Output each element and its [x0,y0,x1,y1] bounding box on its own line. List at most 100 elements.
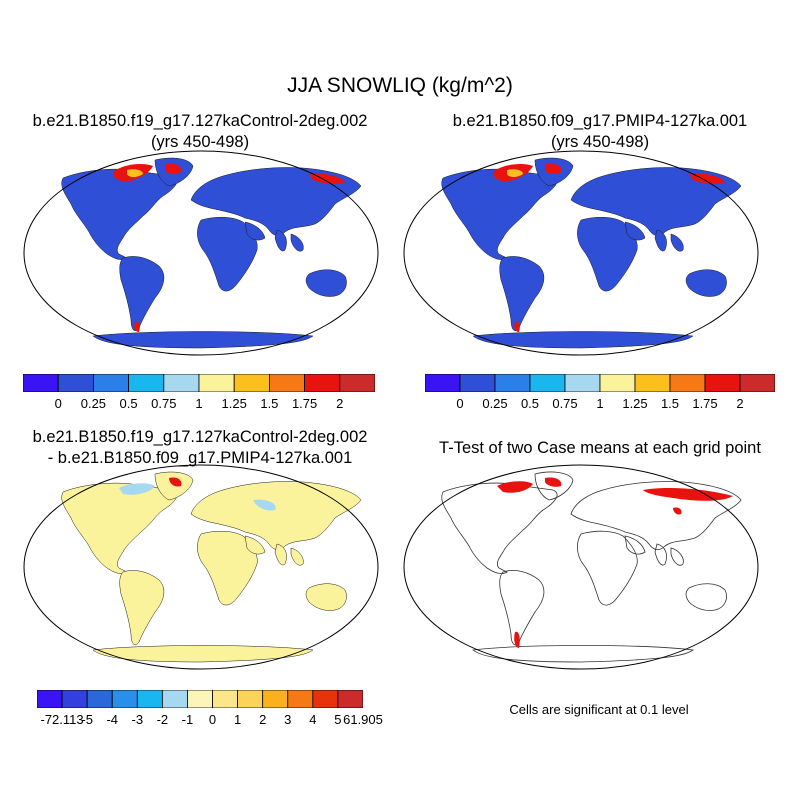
landmass-se-asia [670,233,684,252]
colorbar-means-right-swatch [459,374,496,392]
panel-2-title: b.e21.B1850.f09_g17.PMIP4-127ka.001 (yrs… [400,111,800,153]
landmass-arabia [624,535,646,555]
snow-mid-arctic-canada [507,169,523,177]
landmass-south-america [499,256,545,331]
colorbar-difference-tick-label: 2 [259,712,267,727]
colorbar-difference-tick-label: 5 [334,712,342,727]
landmass-africa [197,531,258,606]
landmass-antarctica [92,331,314,349]
colorbar-difference-tick-label: -1 [181,712,194,727]
colorbar-means-left-swatch [128,374,165,392]
colorbar-means-left-tick-label: 1.25 [221,396,247,411]
colorbar-means-left-labels: 0 0.25 0.5 0.75 1 1.25 1.5 1.75 2 [23,396,375,414]
landmass-antarctica [472,645,695,663]
colorbar-means-left-tick-label: 1.5 [260,396,279,411]
colorbar-means-right-swatch [425,374,461,392]
landmass-africa [197,217,258,292]
colorbar-difference-swatch [237,690,264,708]
colorbar-difference-swatch [136,690,163,708]
colorbar-means-right [425,374,775,392]
colorbar-difference-swatch [111,690,138,708]
panel-1-title: b.e21.B1850.f19_g17.127kaControl-2deg.00… [0,111,400,153]
colorbar-means-left-tick-label: 1 [195,396,203,411]
colorbar-difference-swatch [287,690,314,708]
colorbar-difference-swatch [161,690,188,708]
significant-arctic-canada [497,481,533,493]
panel-2-title-line2: (yrs 450-498) [550,133,650,151]
landmass-arabia [244,535,266,555]
map-panel-control [23,150,379,356]
colorbar-means-left-tick-label: 0 [54,396,62,411]
colorbar-difference-tick-label: -4 [106,712,118,727]
map-frame [403,464,759,670]
landmass-north-america [441,482,558,575]
figure-title: JJA SNOWLIQ (kg/m^2) [287,74,513,97]
panel-3-title-line1: b.e21.B1850.f19_g17.127kaControl-2deg.00… [32,428,368,446]
colorbar-means-left-swatch [23,374,59,392]
landmass-india [274,229,287,252]
panel-4-title: T-Test of two Case means at each grid po… [400,438,800,459]
snow-mid-arctic-canada [127,169,143,177]
colorbar-means-right-swatch [599,374,636,392]
landmass-south-america [119,570,165,645]
colorbar-difference-tick-label: -5 [81,712,93,727]
colorbar-difference-tick-label: 0 [208,712,217,727]
diff-negative-siberia [253,499,276,511]
map-panel-difference [23,464,379,670]
landmass-australia [685,583,727,611]
landmass-africa [577,217,638,292]
colorbar-means-right-tick-label: 1.75 [692,396,718,411]
landmass-south-america [499,570,545,646]
colorbar-means-left-swatch [304,374,341,392]
colorbar-means-left-tick-label: 0.5 [119,396,138,411]
landmass-india [654,229,667,252]
map-frame [403,150,759,356]
colorbar-means-right-tick-label: 0 [456,396,464,411]
colorbar-difference-tick-label: -72.113 [40,712,84,727]
landmass-se-asia [290,233,304,252]
landmass-north-america [441,168,558,260]
colorbar-means-left [23,374,375,392]
landmass-eurasia [190,167,362,236]
colorbar-means-left-tick-label: 2 [336,396,344,411]
colorbar-difference-tick-label: -3 [131,712,144,727]
colorbar-means-right-tick-label: 0.5 [520,396,540,411]
colorbar-means-right-swatch [529,374,566,392]
colorbar-means-left-tick-label: 0.75 [151,396,177,411]
map-frame [23,150,379,356]
colorbar-difference-swatch [262,690,289,708]
colorbar-means-left-swatch [268,374,305,392]
colorbar-means-right-swatch [634,374,671,392]
colorbar-means-right-tick-label: 2 [736,396,744,411]
landmass-india [654,543,667,566]
colorbar-difference-swatch [337,690,363,708]
significant-andes [514,631,520,648]
colorbar-difference-swatch [187,690,213,708]
landmass-south-america [119,256,165,331]
colorbar-means-left-swatch [57,374,94,392]
snow-high-greenland [165,163,182,175]
colorbar-difference-swatch [212,690,239,708]
colorbar-means-left-swatch [198,374,235,392]
landmass-se-asia [670,547,684,566]
colorbar-means-right-swatch [494,374,531,392]
landmass-eurasia [570,167,742,236]
panel-2-title-line1: b.e21.B1850.f09_g17.PMIP4-127ka.001 [452,112,748,130]
panel-3-title: b.e21.B1850.f19_g17.127kaControl-2deg.00… [0,427,400,469]
colorbar-means-left-swatch [163,374,200,392]
colorbar-means-left-tick-label: 1.75 [291,396,318,411]
colorbar-difference-tick-label: 4 [309,712,317,727]
landmass-arabia [244,221,266,241]
landmass-se-asia [290,547,304,566]
colorbar-means-left-swatch [233,374,270,392]
colorbar-means-right-tick-label: 1 [596,396,604,411]
colorbar-means-right-tick-label: 1.25 [622,396,648,411]
colorbar-difference-swatch [86,690,113,708]
diff-positive-greenland [169,477,182,487]
colorbar-difference-swatch [312,690,339,708]
map-panel-ttest [403,464,759,670]
landmass-greenland [534,471,574,501]
landmass-antarctica [92,645,314,663]
colorbar-difference-swatch [61,690,88,708]
